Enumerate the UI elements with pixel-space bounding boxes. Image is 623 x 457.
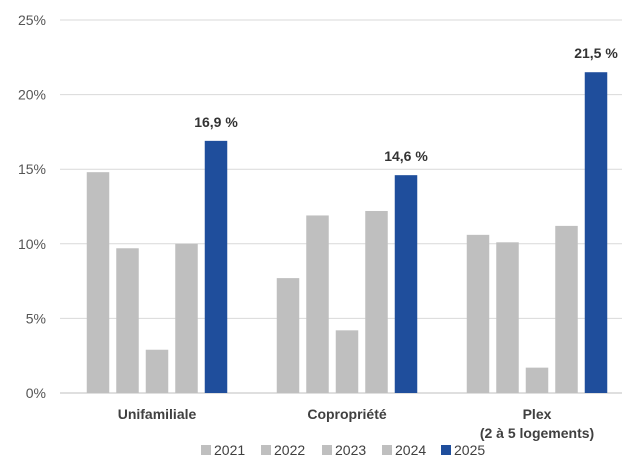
category-labels: Unifamiliale Copropriété Plex (2 à 5 logeme… — [118, 406, 594, 441]
y-axis-ticks: 0% 5% 10% 15% 20% 25% — [18, 12, 46, 401]
legend-swatch-2024 — [382, 445, 392, 455]
category-label: Copropriété — [307, 406, 387, 422]
bar-2023 — [525, 367, 549, 393]
bar-2025 — [394, 175, 418, 393]
category-label: Plex — [523, 406, 552, 422]
y-tick-label: 25% — [18, 12, 46, 28]
bar-2021 — [466, 234, 490, 393]
legend-swatch-2023 — [322, 445, 332, 455]
y-tick-label: 15% — [18, 161, 46, 177]
bar-2024 — [175, 243, 198, 393]
y-tick-label: 10% — [18, 236, 46, 252]
data-labels: 16,9 % 14,6 % 21,5 % — [194, 45, 618, 164]
bar-2022 — [116, 248, 139, 393]
bar-2024 — [365, 210, 388, 393]
category-label-line2: (2 à 5 logements) — [480, 425, 594, 441]
data-label: 14,6 % — [384, 148, 428, 164]
y-tick-label: 5% — [26, 310, 46, 326]
bar-2021 — [86, 172, 110, 393]
data-label: 16,9 % — [194, 114, 238, 130]
legend-swatch-2025 — [441, 445, 451, 455]
legend-label-2025: 2025 — [454, 442, 485, 457]
bar-2025 — [584, 72, 608, 393]
legend-swatch-2021 — [201, 445, 211, 455]
y-tick-label: 0% — [26, 385, 46, 401]
legend-swatch-2022 — [261, 445, 271, 455]
legend-label-2024: 2024 — [395, 442, 426, 457]
legend: 2021 2022 2023 2024 2025 — [201, 442, 485, 457]
bar-2022 — [306, 215, 329, 393]
legend-label-2021: 2021 — [214, 442, 245, 457]
y-tick-label: 20% — [18, 87, 46, 103]
data-label: 21,5 % — [574, 45, 618, 61]
bar-2021 — [276, 278, 300, 393]
bar-2022 — [496, 242, 519, 393]
legend-label-2023: 2023 — [335, 442, 366, 457]
legend-label-2022: 2022 — [274, 442, 305, 457]
category-label: Unifamiliale — [118, 406, 197, 422]
bar-2024 — [555, 225, 578, 393]
bar-2025 — [204, 140, 228, 393]
bar-2023 — [335, 330, 359, 393]
bar-2023 — [145, 349, 169, 393]
bars — [86, 72, 608, 393]
